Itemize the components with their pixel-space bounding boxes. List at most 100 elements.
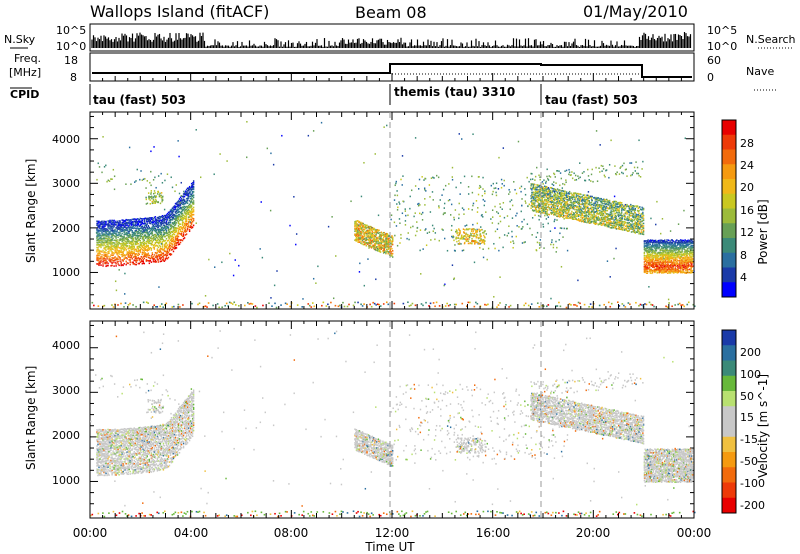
range-gate-cell	[616, 203, 618, 206]
range-gate-cell	[396, 190, 398, 192]
range-gate-cell	[165, 238, 168, 240]
range-gate-cell	[539, 178, 541, 181]
range-gate-cell	[131, 223, 133, 226]
range-gate-cell	[479, 240, 482, 242]
range-gate-cell	[190, 221, 193, 224]
range-gate-cell	[155, 200, 157, 203]
range-gate-cell	[614, 227, 616, 229]
range-gate-cell	[614, 206, 616, 209]
range-gate-cell	[642, 207, 644, 210]
range-gate-cell	[534, 194, 536, 196]
range-gate-cell	[120, 261, 122, 263]
range-gate-cell	[140, 259, 142, 261]
range-gate-cell	[115, 232, 117, 235]
range-gate-cell	[632, 213, 634, 215]
range-gate-cell	[180, 206, 183, 209]
range-gate-cell	[153, 254, 156, 256]
range-gate-cell	[367, 243, 369, 246]
range-gate-cell	[595, 216, 597, 219]
range-gate-cell	[130, 252, 132, 254]
range-gate-cell	[102, 224, 104, 226]
range-gate-cell	[103, 228, 105, 231]
range-gate-cell	[125, 233, 127, 236]
range-gate-cell	[594, 202, 596, 205]
range-gate-cell	[360, 234, 362, 237]
range-gate-cell	[166, 234, 169, 237]
range-gate-cell	[159, 215, 162, 218]
range-gate-cell	[383, 244, 386, 247]
range-gate-cell	[562, 200, 564, 202]
range-gate-cell	[355, 223, 358, 225]
range-gate-cell	[609, 218, 612, 220]
range-gate-cell	[125, 246, 127, 248]
range-gate-cell	[554, 214, 557, 216]
range-gate-cell	[184, 202, 187, 205]
range-gate-cell	[124, 255, 126, 257]
range-gate-cell	[361, 231, 363, 234]
range-gate-cell	[358, 231, 360, 234]
range-gate-cell	[178, 200, 181, 203]
range-gate-cell	[472, 232, 474, 235]
range-gate-cell	[534, 186, 536, 189]
range-gate-cell	[581, 214, 583, 217]
range-gate-cell	[558, 189, 560, 191]
range-gate-cell	[576, 209, 578, 211]
range-gate-cell	[145, 223, 148, 226]
range-gate-cell	[383, 241, 386, 243]
range-gate-cell	[111, 221, 113, 224]
range-gate-cell	[543, 210, 545, 213]
range-gate-cell	[532, 199, 535, 202]
range-gate-cell	[157, 242, 160, 245]
range-gate-cell	[147, 225, 150, 228]
range-gate-cell	[189, 218, 192, 221]
range-gate-cell	[165, 221, 168, 224]
range-gate-cell	[573, 215, 575, 218]
range-gate-cell	[177, 241, 180, 244]
range-gate-cell	[188, 192, 191, 195]
range-gate-cell	[593, 209, 595, 211]
range-gate-cell	[453, 218, 455, 221]
range-gate-cell	[148, 248, 151, 251]
range-gate-cell	[508, 193, 510, 195]
range-gate-cell	[142, 227, 144, 229]
range-gate-cell	[631, 225, 633, 228]
range-gate-cell	[562, 236, 564, 238]
range-gate-cell	[140, 247, 142, 250]
range-gate-cell	[479, 234, 481, 237]
range-gate-cell	[156, 252, 159, 254]
range-gate-cell	[454, 209, 457, 211]
range-gate-cell	[162, 229, 165, 232]
range-gate-cell	[636, 219, 638, 221]
range-gate-cell	[547, 199, 550, 202]
range-gate-cell	[447, 199, 450, 202]
range-gate-cell	[108, 250, 110, 252]
range-gate-cell	[117, 226, 119, 229]
range-gate-cell	[628, 229, 630, 232]
range-gate-cell	[639, 176, 642, 178]
range-gate-cell	[608, 222, 610, 224]
range-gate-cell	[634, 221, 637, 223]
range-gate-cell	[127, 226, 129, 229]
range-gate-cell	[547, 179, 550, 181]
range-gate-cell	[605, 207, 607, 210]
range-gate-cell	[627, 230, 629, 232]
range-gate-cell	[148, 230, 151, 233]
range-gate-cell	[116, 249, 118, 252]
range-gate-cell	[189, 206, 192, 208]
range-gate-cell	[149, 222, 152, 225]
range-gate-cell	[368, 240, 370, 242]
noise-tick-left-top: 10^5	[56, 24, 86, 37]
range-gate-cell	[129, 242, 131, 245]
range-gate-cell	[528, 180, 530, 183]
range-gate-cell	[596, 209, 599, 211]
range-gate-cell	[355, 220, 357, 223]
range-gate-cell	[611, 204, 613, 206]
range-gate-cell	[173, 224, 176, 227]
range-gate-cell	[134, 238, 136, 240]
range-gate-cell	[371, 234, 374, 237]
range-gate-cell	[558, 197, 560, 200]
range-gate-cell	[192, 219, 195, 222]
range-gate-cell	[614, 207, 617, 210]
range-gate-cell	[531, 195, 534, 198]
range-gate-cell	[551, 197, 553, 199]
